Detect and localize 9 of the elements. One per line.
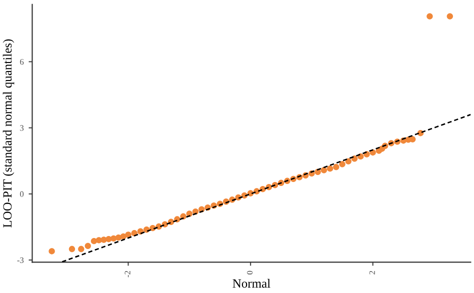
- x-tick-label: 2: [369, 271, 375, 274]
- x-tick-label: -2: [124, 271, 130, 278]
- x-axis-title: Normal: [232, 278, 270, 288]
- x-tick-label: 0: [247, 270, 253, 274]
- y-tick-label: -3: [17, 257, 24, 264]
- y-tick-label: 0: [20, 191, 24, 197]
- y-axis-title: LOO-PIT (standard normal quantiles): [2, 39, 14, 228]
- y-tick-label: 6: [20, 59, 24, 65]
- y-tick-label: 3: [20, 125, 24, 131]
